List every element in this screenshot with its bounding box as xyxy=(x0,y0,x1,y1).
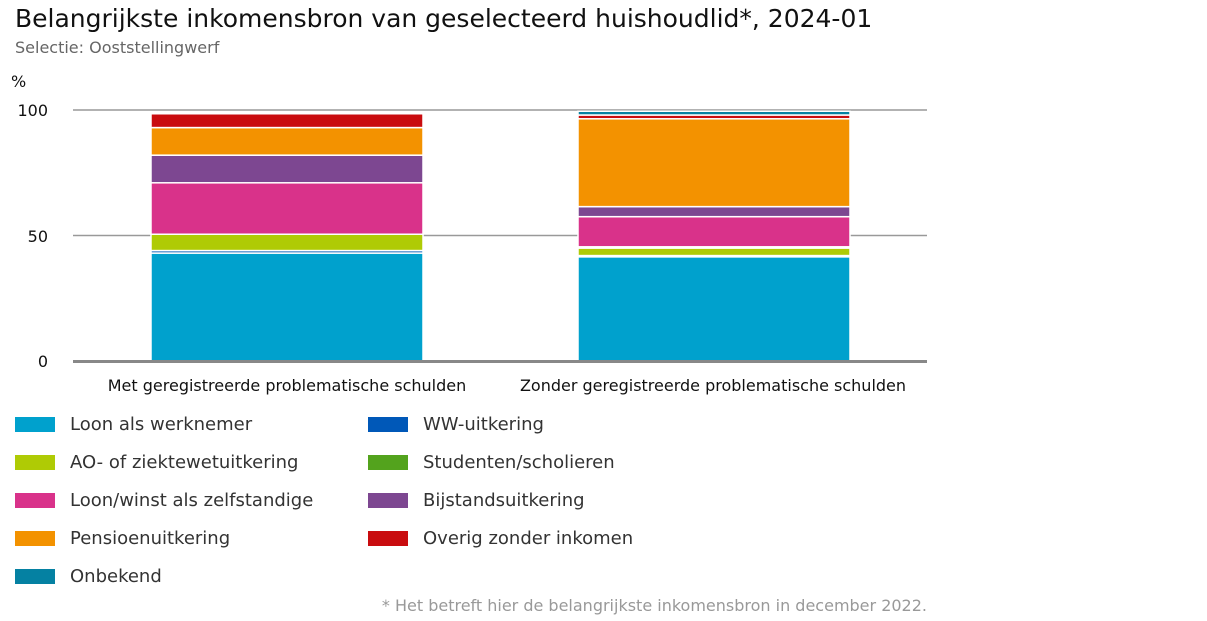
legend-label: Pensioenuitkering xyxy=(70,528,231,549)
legend-label: Overig zonder inkomen xyxy=(423,528,634,549)
legend-swatch xyxy=(15,531,55,546)
chart-title: Belangrijkste inkomensbron van geselecte… xyxy=(15,4,873,33)
legend-item[interactable]: Pensioenuitkering xyxy=(15,528,230,549)
bar-segment xyxy=(150,126,424,156)
legend-item[interactable]: Overig zonder inkomen xyxy=(368,528,633,549)
legend-swatch xyxy=(15,455,55,470)
bar-segment xyxy=(150,182,424,235)
bar-segment xyxy=(577,215,851,248)
legend-swatch xyxy=(368,531,408,546)
legend-label: Loon als werknemer xyxy=(70,414,253,435)
bar-segment xyxy=(577,118,851,208)
legend-item[interactable]: AO- of ziektewetuitkering xyxy=(15,452,298,473)
legend-label: AO- of ziektewetuitkering xyxy=(70,452,299,473)
chart-subtitle: Selectie: Ooststellingwerf xyxy=(15,38,220,57)
bar-segment xyxy=(577,110,851,116)
legend-swatch xyxy=(368,455,408,470)
legend-swatch xyxy=(368,493,408,508)
y-axis-label: % xyxy=(11,72,27,91)
legend-item[interactable]: Bijstandsuitkering xyxy=(368,490,585,511)
bar-segment xyxy=(150,233,424,252)
legend-swatch xyxy=(15,493,55,508)
bar-segment xyxy=(150,154,424,184)
legend-item[interactable]: Studenten/scholieren xyxy=(368,452,615,473)
bar-segment xyxy=(577,247,851,257)
legend-swatch xyxy=(15,569,55,584)
x-tick-label: Met geregistreerde problematische schuld… xyxy=(107,376,467,395)
footnote: * Het betreft hier de belangrijkste inko… xyxy=(381,596,927,615)
bar-segment xyxy=(150,113,424,129)
legend-label: Onbekend xyxy=(70,566,162,587)
legend-label: WW-uitkering xyxy=(423,414,544,435)
x-tick-label: Zonder geregistreerde problematische sch… xyxy=(519,376,907,395)
legend-swatch xyxy=(368,417,408,432)
legend-item[interactable]: Loon/winst als zelfstandige xyxy=(15,490,313,511)
y-tick-label: 0 xyxy=(37,352,48,371)
bar-segment xyxy=(577,205,851,218)
bar-segment xyxy=(577,256,851,362)
legend-item[interactable]: Onbekend xyxy=(15,566,162,587)
y-tick-label: 100 xyxy=(17,101,48,120)
legend-label: Loon/winst als zelfstandige xyxy=(70,490,314,511)
legend-label: Bijstandsuitkering xyxy=(423,490,585,511)
bar-segment xyxy=(150,252,424,362)
legend-swatch xyxy=(15,417,55,432)
legend-item[interactable]: WW-uitkering xyxy=(368,414,544,435)
y-tick-label: 50 xyxy=(27,227,48,246)
legend-item[interactable]: Loon als werknemer xyxy=(15,414,252,435)
legend-label: Studenten/scholieren xyxy=(423,452,615,473)
